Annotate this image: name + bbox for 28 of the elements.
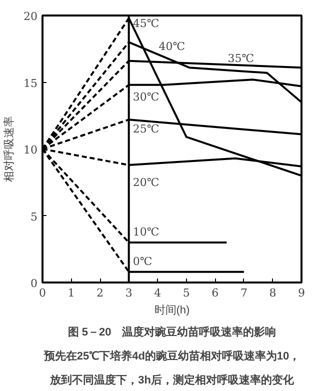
annotation: 40℃ [158, 40, 186, 53]
x-tick-label: 0 [39, 286, 46, 300]
x-tick-label: 9 [298, 286, 305, 300]
x-tick-label: 4 [154, 286, 162, 300]
y-tick-label: 10 [24, 144, 38, 156]
x-axis-title: 时间(h) [154, 304, 190, 316]
text: 预先在25℃下培养4d的豌豆幼苗相对呼吸速率为10， [42, 350, 300, 362]
x-tick-label: 1 [68, 286, 75, 300]
annotation: 35℃ [228, 52, 254, 65]
y-tick-label: 0 [30, 277, 38, 290]
x-tick-label: 2 [96, 286, 104, 300]
y-tick-label: 5 [30, 210, 38, 224]
y-tick-label: 15 [24, 76, 38, 90]
annotation: 25℃ [132, 122, 160, 136]
text: 放到不同温度下，3h后，测定相对呼吸速率的变化 [49, 374, 295, 386]
x-tick-label: 8 [269, 286, 276, 300]
y-axis-title: 相对呼吸速率 [2, 116, 16, 182]
annotation: 20℃ [132, 176, 160, 190]
x-tick-label: 5 [182, 286, 190, 300]
x-tick-label: 3 [125, 286, 132, 300]
x-tick-label: 7 [240, 286, 248, 300]
y-tick-label: 20 [24, 10, 38, 23]
annotation: 0℃ [132, 254, 152, 268]
x-tick-label: 6 [212, 286, 219, 300]
annotation: 30℃ [132, 90, 160, 104]
annotation: 45℃ [132, 17, 160, 30]
caption: 图 5－20 温度对豌豆幼苗呼吸速率的影响 [68, 326, 276, 338]
annotation: 10℃ [132, 225, 160, 238]
